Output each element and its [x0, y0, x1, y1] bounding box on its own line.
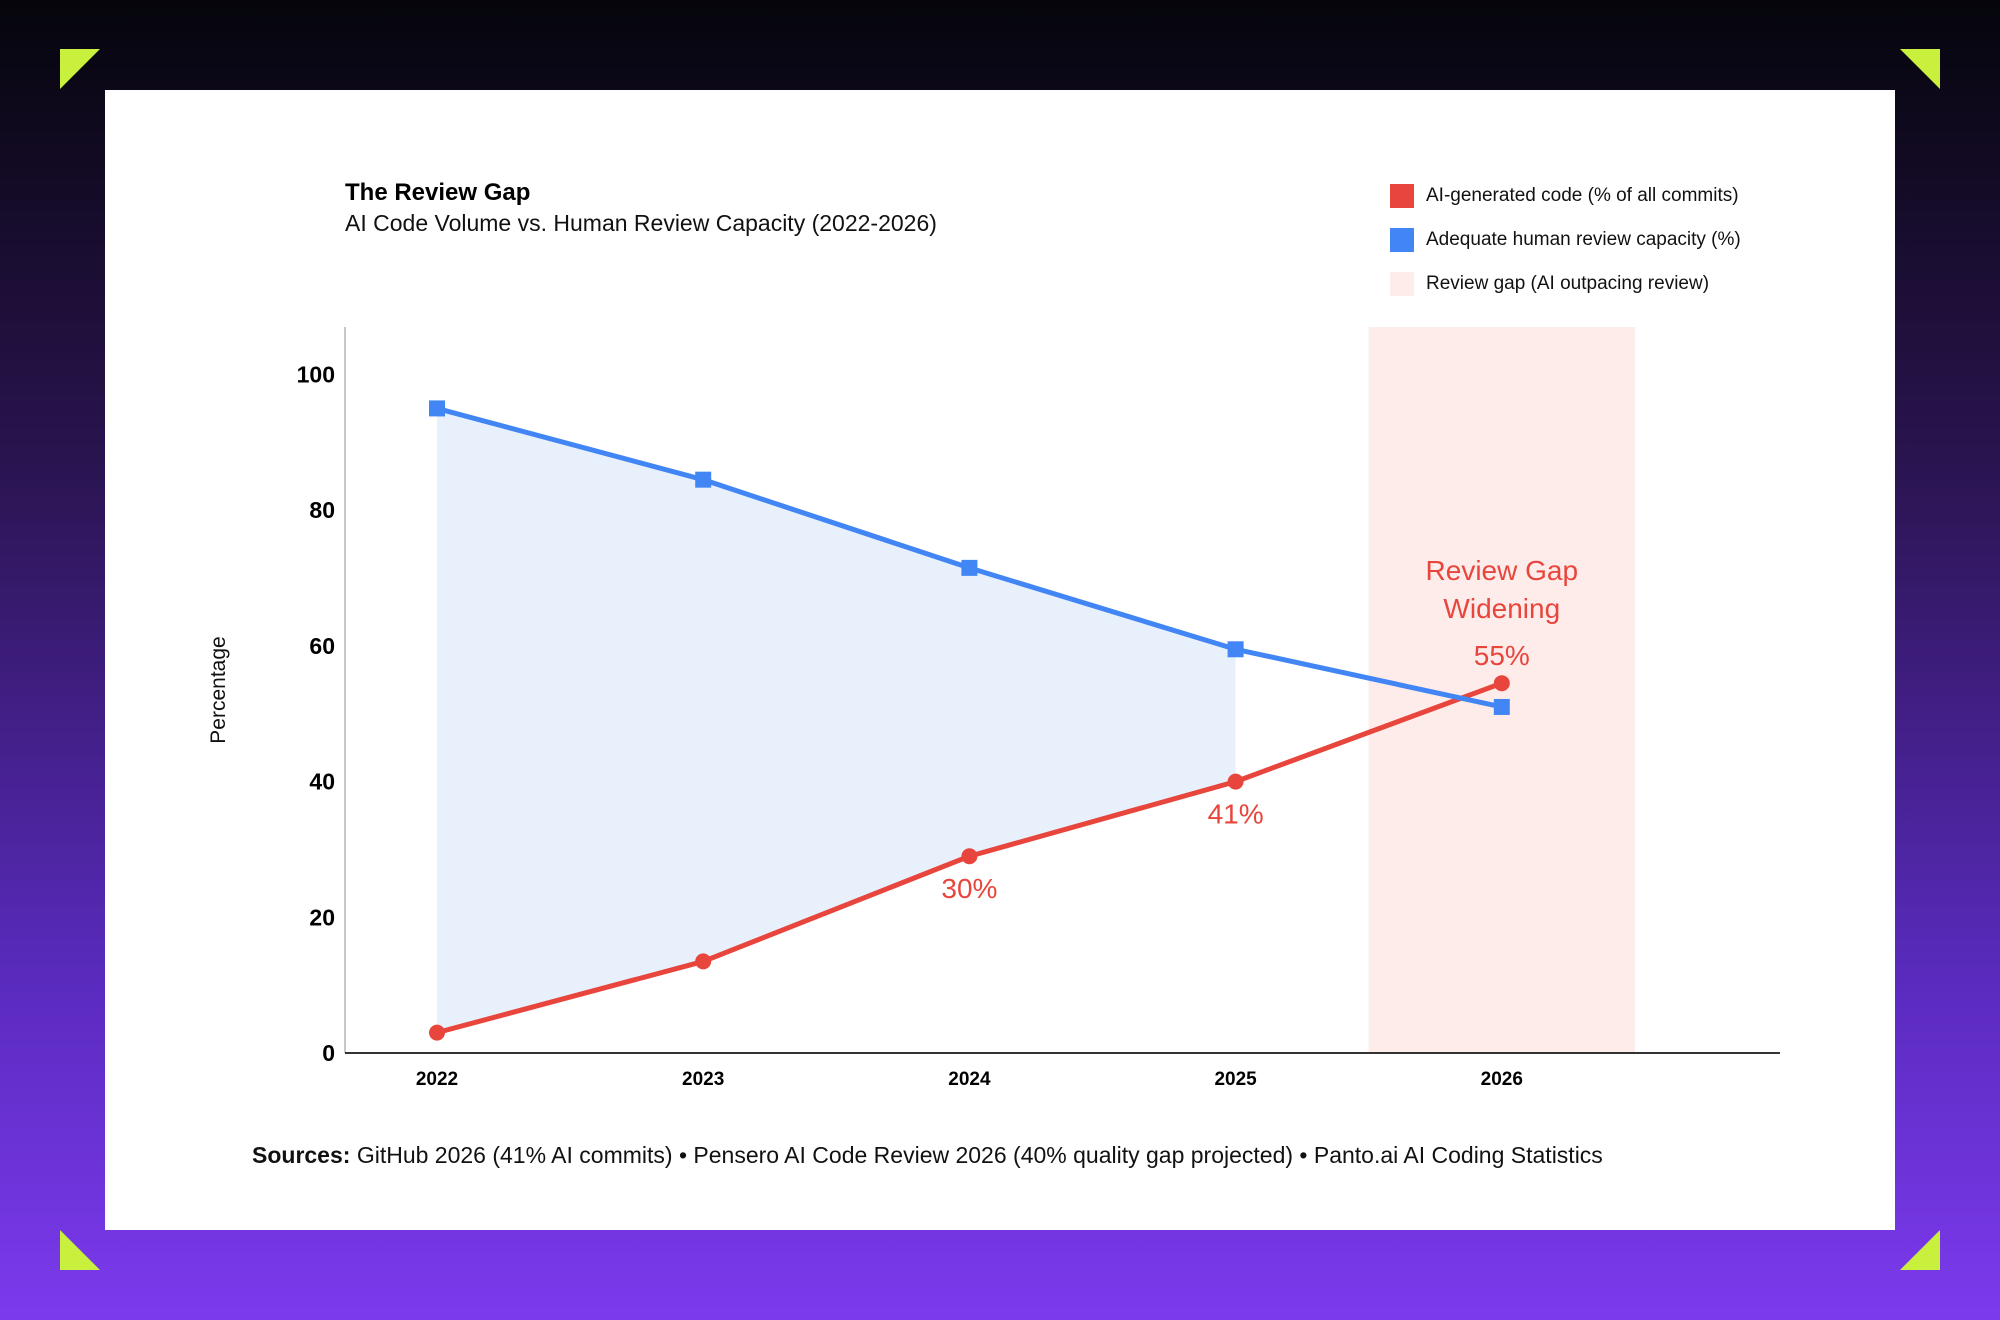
data-point-ai-code [1227, 773, 1244, 790]
corner-accent-bottom-left [60, 1230, 100, 1270]
line-chart: 0 20 40 60 80 100 2022 2023 2024 2025 2026 Percenta… [207, 327, 1780, 1090]
data-point-review-capacity [695, 471, 712, 488]
review-gap-annotation: Widening [1443, 593, 1560, 624]
gap-fill-area [437, 408, 1236, 1033]
x-tick-label: 2024 [948, 1069, 991, 1090]
x-tick-label: 2026 [1481, 1069, 1523, 1090]
data-label: 41% [1208, 799, 1264, 830]
corner-accent-bottom-right [1900, 1230, 1940, 1270]
chart-header: The Review Gap AI Code Volume vs. Human … [345, 178, 937, 238]
data-point-ai-code [961, 848, 978, 865]
sources-footnote: Sources: GitHub 2026 (41% AI commits) • … [252, 1142, 1603, 1169]
legend-label-review-capacity: Adequate human review capacity (%) [1426, 229, 1741, 250]
corner-accent-top-left [60, 49, 100, 89]
sources-text: GitHub 2026 (41% AI commits) • Pensero A… [350, 1142, 1603, 1168]
review-gap-annotation: Review Gap [1426, 555, 1579, 586]
data-label: 55% [1474, 640, 1530, 671]
data-point-ai-code [429, 1024, 445, 1041]
legend-swatch-ai-code [1390, 184, 1414, 208]
chart-title: The Review Gap [345, 179, 531, 206]
sources-label: Sources: [252, 1142, 351, 1168]
y-tick-label: 80 [309, 497, 335, 523]
legend-item-review-gap: Review gap (AI outpacing review) [1390, 262, 1741, 306]
legend-swatch-review-gap [1390, 272, 1414, 296]
data-point-ai-code [695, 953, 712, 970]
data-point-ai-code [1493, 675, 1510, 692]
y-tick-label: 0 [322, 1040, 335, 1066]
y-tick-label: 20 [309, 904, 335, 930]
data-point-review-capacity [961, 559, 978, 576]
x-tick-label: 2022 [416, 1069, 458, 1090]
y-tick-label: 40 [309, 769, 335, 795]
chart-card: The Review Gap AI Code Volume vs. Human … [105, 90, 1895, 1230]
legend-label-ai-code: AI-generated code (% of all commits) [1426, 185, 1739, 206]
legend-swatch-review-capacity [1390, 228, 1414, 252]
data-label: 30% [941, 873, 997, 904]
data-point-review-capacity [1227, 641, 1244, 658]
corner-accent-top-right [1900, 49, 1940, 89]
legend-item-review-capacity: Adequate human review capacity (%) [1390, 218, 1741, 262]
y-tick-label: 100 [297, 361, 335, 387]
chart-legend: AI-generated code (% of all commits) Ade… [1390, 174, 1741, 306]
data-point-review-capacity [1493, 698, 1510, 715]
x-tick-label: 2025 [1214, 1069, 1257, 1090]
data-point-review-capacity [429, 400, 445, 417]
legend-item-ai-code: AI-generated code (% of all commits) [1390, 174, 1741, 218]
y-axis-title: Percentage [207, 636, 230, 743]
y-tick-label: 60 [309, 633, 335, 659]
legend-label-review-gap: Review gap (AI outpacing review) [1426, 273, 1710, 294]
x-tick-label: 2023 [682, 1069, 724, 1090]
chart-subtitle: AI Code Volume vs. Human Review Capacity… [345, 210, 937, 236]
